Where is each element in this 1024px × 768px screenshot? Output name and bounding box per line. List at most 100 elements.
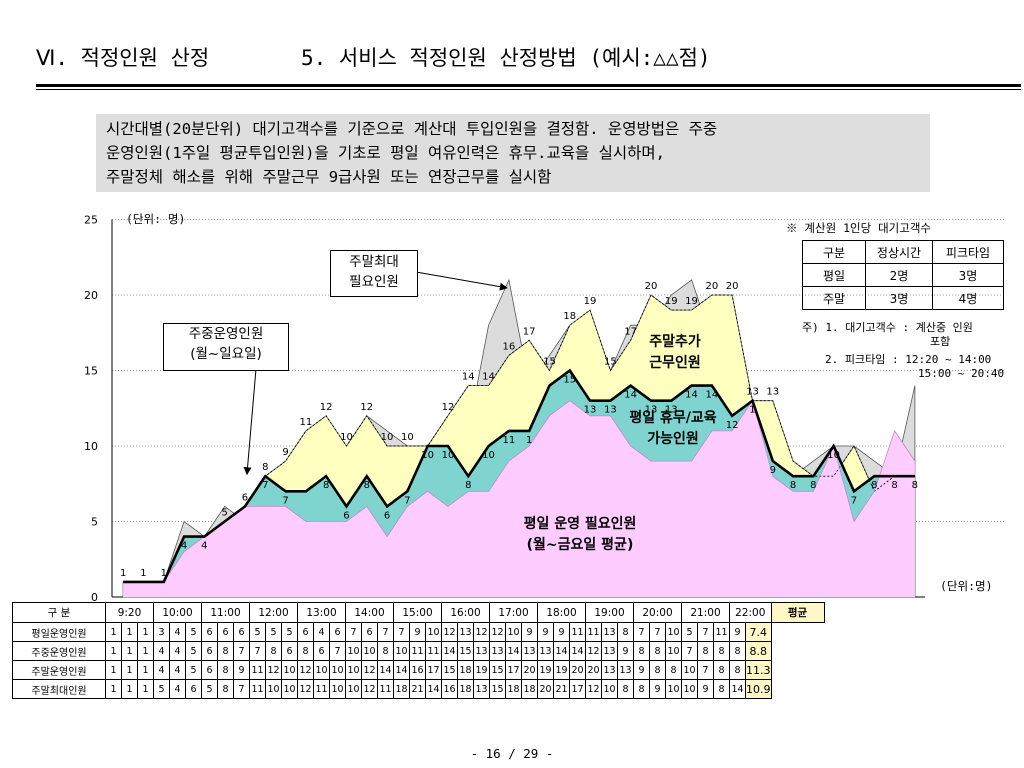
table-cell: 8 xyxy=(377,641,394,661)
point-label: 8 xyxy=(871,480,877,491)
point-label: 13 xyxy=(604,405,617,416)
table-cell: 8 xyxy=(665,660,682,680)
table-cell: 12 xyxy=(361,679,378,699)
table-cell: 15 xyxy=(489,660,506,680)
table-cell: 8 xyxy=(697,641,714,661)
table-cell: 8 xyxy=(713,679,730,699)
table-header-row: 구 분 9:20 10:00 11:00 12:00 13:00 14:00 15:00 16:… xyxy=(12,602,825,623)
table-cell: 10 xyxy=(601,679,618,699)
note-line: 15:00 ~ 20:40 xyxy=(918,367,1005,380)
chart-y-ticks: 0 5 10 15 20 25 xyxy=(84,214,98,605)
table-cell: 19 xyxy=(537,660,554,680)
table-cell: 14 xyxy=(425,679,442,699)
page-subtitle: 5. 서비스 적정인원 산정방법 (예시:△△점) xyxy=(301,46,711,70)
table-cell: 5 xyxy=(249,622,266,642)
point-label: 13 xyxy=(766,387,779,398)
page-number: - 16 / 29 - xyxy=(470,746,554,761)
point-label: 6 xyxy=(384,510,390,521)
point-label: 17 xyxy=(523,326,536,337)
y-tick-label: 0 xyxy=(91,591,98,604)
table-cell: 7 xyxy=(233,641,250,661)
description-line: 시간대별(20분단위) 대기고객수를 기준으로 계산대 투입인원을 결정함. 운… xyxy=(106,120,718,138)
table-cell: 9 xyxy=(521,622,538,642)
y-tick-label: 25 xyxy=(84,214,98,227)
table-cell: 19 xyxy=(553,660,570,680)
table-cell: 10 xyxy=(505,622,522,642)
table-cell: 11 xyxy=(425,641,442,661)
legend-header-cell: 정상시간 xyxy=(865,240,933,264)
table-hour-cell: 16:00 xyxy=(441,602,490,623)
table-cell: 13 xyxy=(457,622,474,642)
table-cell: 10 xyxy=(345,660,362,680)
point-label: 5 xyxy=(221,508,227,519)
point-label: 16 xyxy=(502,341,515,352)
table-cell: 7 xyxy=(681,641,698,661)
chart-unit-caption: (단위: 명) xyxy=(126,212,186,226)
table-cell: 3 xyxy=(153,622,170,642)
table-cell: 6 xyxy=(185,679,202,699)
table-cell: 4 xyxy=(153,660,170,680)
table-cell: 13 xyxy=(601,660,618,680)
table-cell: 8 xyxy=(217,660,234,680)
legend-cell: 3명 xyxy=(932,263,1004,287)
point-label: 10 xyxy=(482,450,495,461)
table-cell: 4 xyxy=(153,641,170,661)
table-cell: 13 xyxy=(489,641,506,661)
table-cell: 14 xyxy=(553,641,570,661)
table-cell: 5 xyxy=(681,622,698,642)
table-cell: 20 xyxy=(521,660,538,680)
table-cell: 12 xyxy=(265,660,282,680)
table-hour-cell: 11:00 xyxy=(201,602,250,623)
table-cell: 10 xyxy=(681,679,698,699)
table-cell: 10 xyxy=(345,679,362,699)
point-label: 1 xyxy=(526,435,532,446)
table-cell: 5 xyxy=(185,660,202,680)
point-label: 12 xyxy=(442,402,455,413)
table-cell: 19 xyxy=(473,660,490,680)
table-cell: 10 xyxy=(665,641,682,661)
table-cell: 9 xyxy=(729,622,746,642)
table-cell: 9 xyxy=(697,679,714,699)
table-cell: 8 xyxy=(617,679,634,699)
table-cell: 1 xyxy=(121,660,138,680)
table-cell: 14 xyxy=(377,660,394,680)
legend-header-cell: 구분 xyxy=(802,240,866,264)
line-weekday xyxy=(123,399,916,583)
table-cell: 10 xyxy=(313,660,330,680)
staffing-table: 구 분 9:20 10:00 11:00 12:00 13:00 14:00 15:00 16:… xyxy=(12,602,825,699)
table-cell: 11 xyxy=(249,679,266,699)
table-cell: 10 xyxy=(281,679,298,699)
point-label: 13 xyxy=(584,405,597,416)
table-cell: 8 xyxy=(633,679,650,699)
note-line: 주) 1. 대기고객수 : 계산중 인원 xyxy=(802,321,973,334)
point-label: 10 xyxy=(401,432,414,443)
table-cell: 18 xyxy=(521,679,538,699)
table-avg-cell: 11.3 xyxy=(745,660,772,680)
table-cell: 1 xyxy=(105,679,122,699)
point-label: 10 xyxy=(442,450,455,461)
annotation-weekday-need-text: 평일 운영 필요인원 (월~금요일 평균) xyxy=(523,516,637,553)
annotation-weekday-need: 평일 운영 필요인원 (월~금요일 평균) xyxy=(490,514,670,556)
table-cell: 1 xyxy=(137,622,154,642)
table-cell: 8 xyxy=(649,660,666,680)
point-label: 8 xyxy=(323,480,329,491)
annotation-weekly: 주중운영인원 (월~일요일) xyxy=(163,323,289,371)
legend-header-row: 구분 정상시간 피크타임 xyxy=(802,240,1004,264)
table-cell: 4 xyxy=(169,679,186,699)
table-hour-cell: 18:00 xyxy=(537,602,586,623)
point-label: 14 xyxy=(685,390,698,401)
table-cell: 5 xyxy=(265,622,282,642)
point-label: 19 xyxy=(685,296,698,307)
table-cell: 1 xyxy=(137,641,154,661)
table-cell: 11 xyxy=(713,622,730,642)
table-cell: 8 xyxy=(633,641,650,661)
point-label: 13 xyxy=(645,405,658,416)
table-cell: 14 xyxy=(393,660,410,680)
table-row-label: 주중운영인원 xyxy=(12,641,106,661)
annotation-weekly-text: 주중운영인원 (월~일요일) xyxy=(188,326,264,362)
point-label: 10 xyxy=(340,432,353,443)
arrow-weekend-max xyxy=(415,271,508,291)
point-label: 7 xyxy=(262,480,268,491)
table-cell: 1 xyxy=(121,622,138,642)
